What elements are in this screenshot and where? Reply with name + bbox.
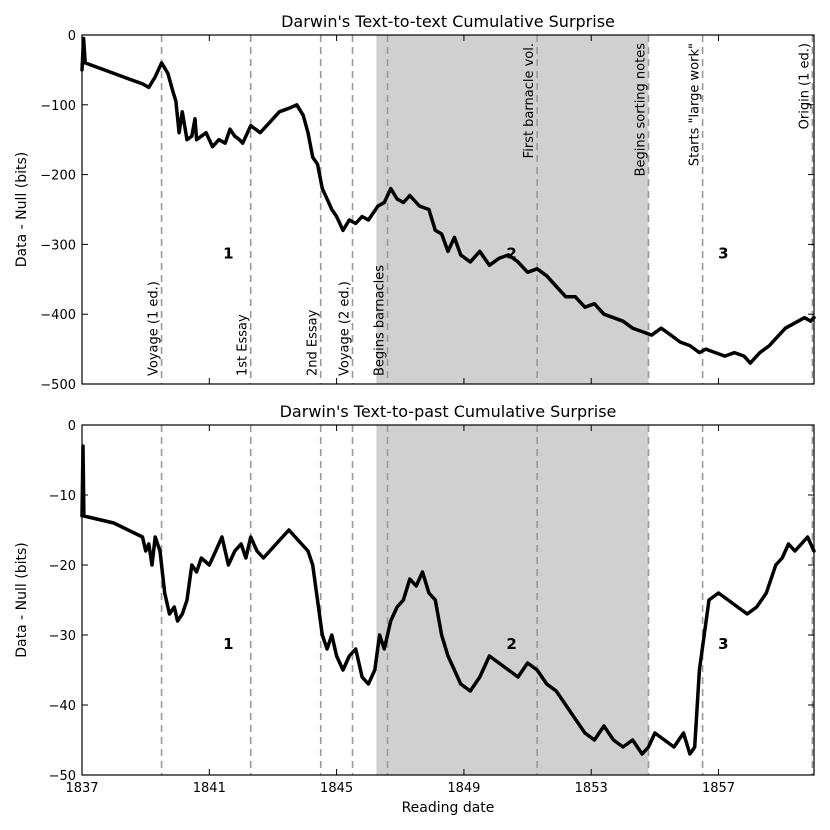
- y-tick-label: −300: [40, 238, 76, 253]
- x-tick-label: 1845: [320, 781, 353, 796]
- y-tick-label: −400: [40, 308, 76, 323]
- y-tick-label: −10: [49, 489, 76, 504]
- event-annotation: Origin (1 ed.): [797, 43, 812, 129]
- chart-panel-1: 0 −100 −200 −300 −400 −500 Darwin's Text-to-te…: [14, 12, 816, 393]
- event-annotation: Begins barnacles: [373, 265, 388, 376]
- y-tick-label: 0: [68, 419, 76, 434]
- y-tick-label: −50: [49, 769, 76, 784]
- region-label: 2: [506, 635, 516, 653]
- y-tick-label: −200: [40, 169, 76, 184]
- region-label: 1: [223, 244, 233, 262]
- y-axis-label: Data - Null (bits): [14, 152, 30, 267]
- x-tick-label: 1857: [702, 781, 735, 796]
- plot-frame: [81, 34, 815, 385]
- y-tick-label: −20: [49, 559, 76, 574]
- x-tick-label: 1849: [447, 781, 480, 796]
- chart-title: Darwin's Text-to-text Cumulative Surpris…: [281, 12, 615, 31]
- plot-frame: [81, 424, 815, 776]
- y-tick-label: −30: [49, 629, 76, 644]
- x-axis-label: Reading date: [402, 800, 495, 816]
- x-tick-label: 1841: [193, 781, 226, 796]
- region-label: 3: [718, 635, 728, 653]
- y-tick-label: −100: [40, 99, 76, 114]
- event-annotation: Voyage (2 ed.): [338, 281, 353, 376]
- series-line: [80, 36, 816, 365]
- region-label: 3: [718, 244, 728, 262]
- event-annotation: Begins sorting notes: [634, 43, 649, 177]
- series-line: [80, 444, 816, 756]
- shaded-interval: [376, 35, 649, 384]
- x-tick-label: 1837: [65, 781, 98, 796]
- x-tick-label: 1853: [575, 781, 608, 796]
- y-tick-label: −500: [40, 378, 76, 393]
- shaded-interval: [376, 425, 649, 775]
- region-label: 2: [506, 244, 516, 262]
- chart-title: Darwin's Text-to-past Cumulative Surpris…: [280, 402, 617, 421]
- region-label: 1: [223, 635, 233, 653]
- event-annotation: First barnacle vol.: [522, 43, 537, 158]
- y-tick-label: 0: [68, 29, 76, 44]
- event-annotation: 2nd Essay: [306, 309, 321, 376]
- y-tick-label: −40: [49, 699, 76, 714]
- event-annotation: Voyage (1 ed.): [147, 281, 162, 376]
- event-annotation: 1st Essay: [236, 314, 251, 376]
- event-annotation: Starts "large work": [688, 43, 703, 166]
- y-axis-label: Data - Null (bits): [14, 542, 30, 657]
